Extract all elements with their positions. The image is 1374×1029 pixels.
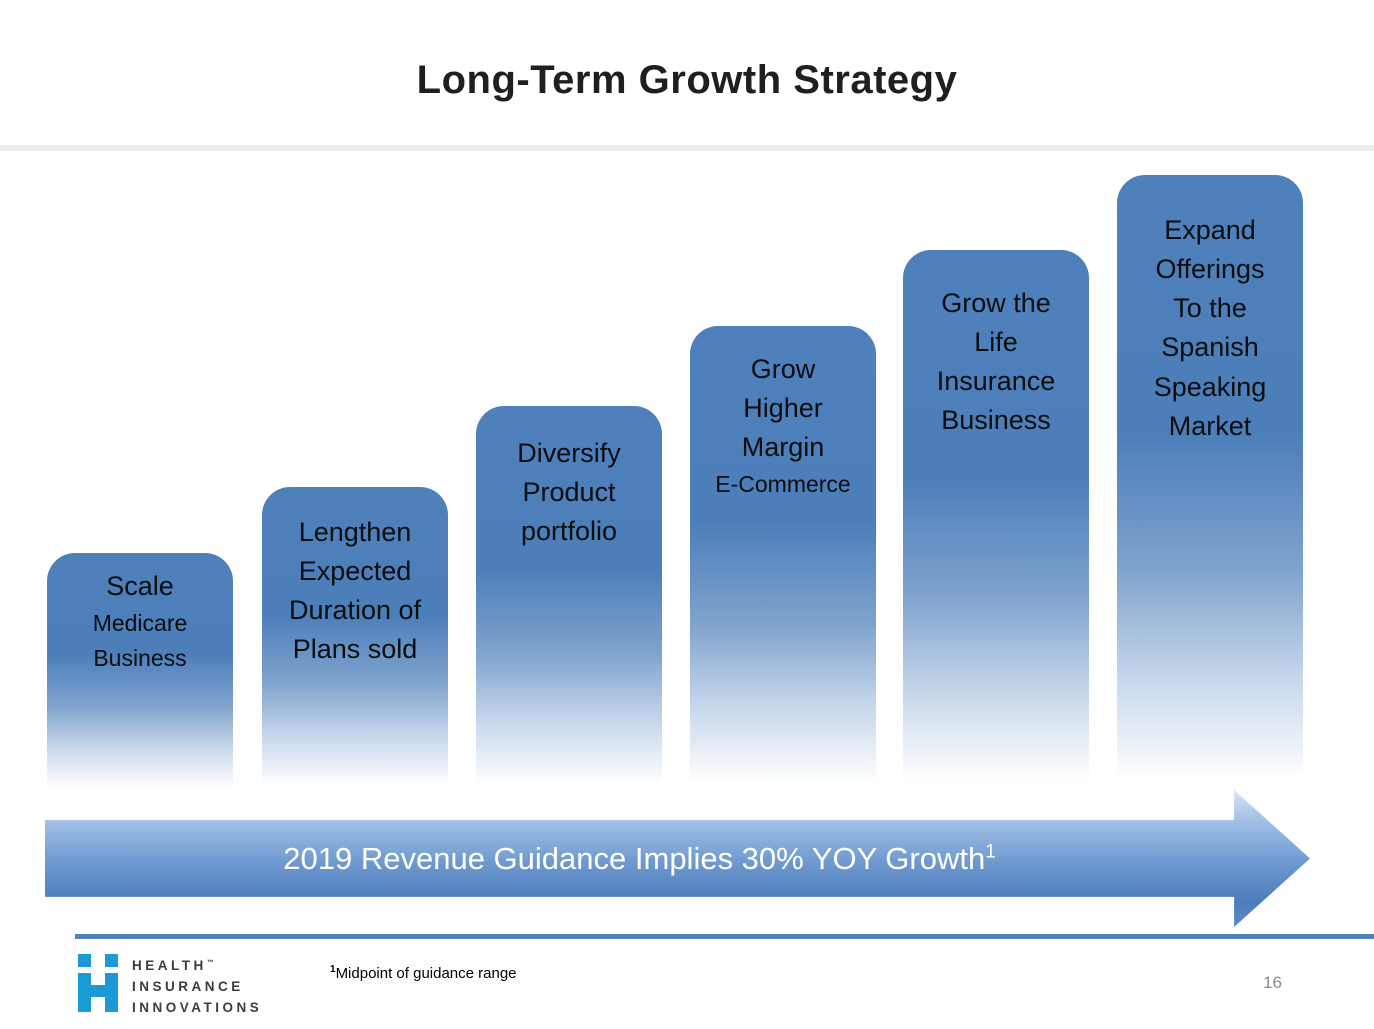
bar-title-text: Diversify Product portfolio — [517, 438, 621, 547]
logo-line-insurance: INSURANCE — [132, 978, 244, 994]
arrow-footnote-marker: 1 — [985, 841, 996, 863]
title-divider — [0, 145, 1374, 151]
footnote-text: Midpoint of guidance range — [335, 965, 517, 982]
growth-step-scale-medicare: Scale Medicare Business — [47, 553, 233, 792]
growth-step-diversify-portfolio: Diversify Product portfolio — [476, 406, 662, 792]
logo-text: HEALTH™ INSURANCE INNOVATIONS — [132, 954, 262, 1019]
bar-sub-text: E-Commerce — [715, 471, 851, 498]
footer-rule — [75, 934, 1374, 939]
bar-title-text: Grow Higher Margin — [741, 354, 825, 463]
growth-step-spanish-market: Expand Offerings To the Spanish Speaking… — [1117, 175, 1303, 792]
arrow-label-text: 2019 Revenue Guidance Implies 30% YOY Gr… — [283, 840, 986, 876]
revenue-guidance-arrow: 2019 Revenue Guidance Implies 30% YOY Gr… — [45, 790, 1310, 927]
page-number: 16 — [1263, 973, 1282, 992]
slide-title: Long-Term Growth Strategy — [416, 58, 958, 102]
arrow-label: 2019 Revenue Guidance Implies 30% YOY Gr… — [45, 841, 1234, 877]
company-logo: HEALTH™ INSURANCE INNOVATIONS — [78, 954, 262, 1019]
bar-title-text: Scale — [106, 571, 174, 601]
growth-step-life-insurance: Grow the Life Insurance Business — [903, 250, 1089, 792]
footnote-superscript: 1 — [330, 964, 336, 975]
footnote: 1Midpoint of guidance range — [330, 964, 517, 982]
trademark-symbol: ™ — [206, 959, 214, 967]
bar-title-text: Expand Offerings To the Spanish Speaking… — [1153, 215, 1267, 441]
bar-title-text: Grow the Life Insurance Business — [936, 288, 1056, 436]
growth-step-lengthen-duration: Lengthen Expected Duration of Plans sold — [262, 487, 448, 792]
logo-line-health: HEALTH™ — [132, 958, 214, 973]
bar-sub-text: Medicare Business — [92, 610, 188, 671]
bar-title-text: Lengthen Expected Duration of Plans sold — [288, 517, 422, 665]
logo-line-innovations: INNOVATIONS — [132, 999, 263, 1015]
logo-h-icon — [78, 954, 118, 1012]
growth-step-ecommerce-margin: Grow Higher Margin E-Commerce — [690, 326, 876, 792]
